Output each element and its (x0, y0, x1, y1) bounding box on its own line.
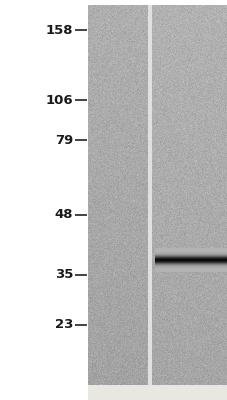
Text: 23: 23 (54, 318, 73, 332)
Text: 158: 158 (45, 24, 73, 36)
Text: 48: 48 (54, 208, 73, 222)
Text: 106: 106 (45, 94, 73, 106)
Text: 35: 35 (54, 268, 73, 282)
Text: 79: 79 (54, 134, 73, 146)
Bar (147, 5, 151, 385)
Bar (88, 385, 227, 400)
